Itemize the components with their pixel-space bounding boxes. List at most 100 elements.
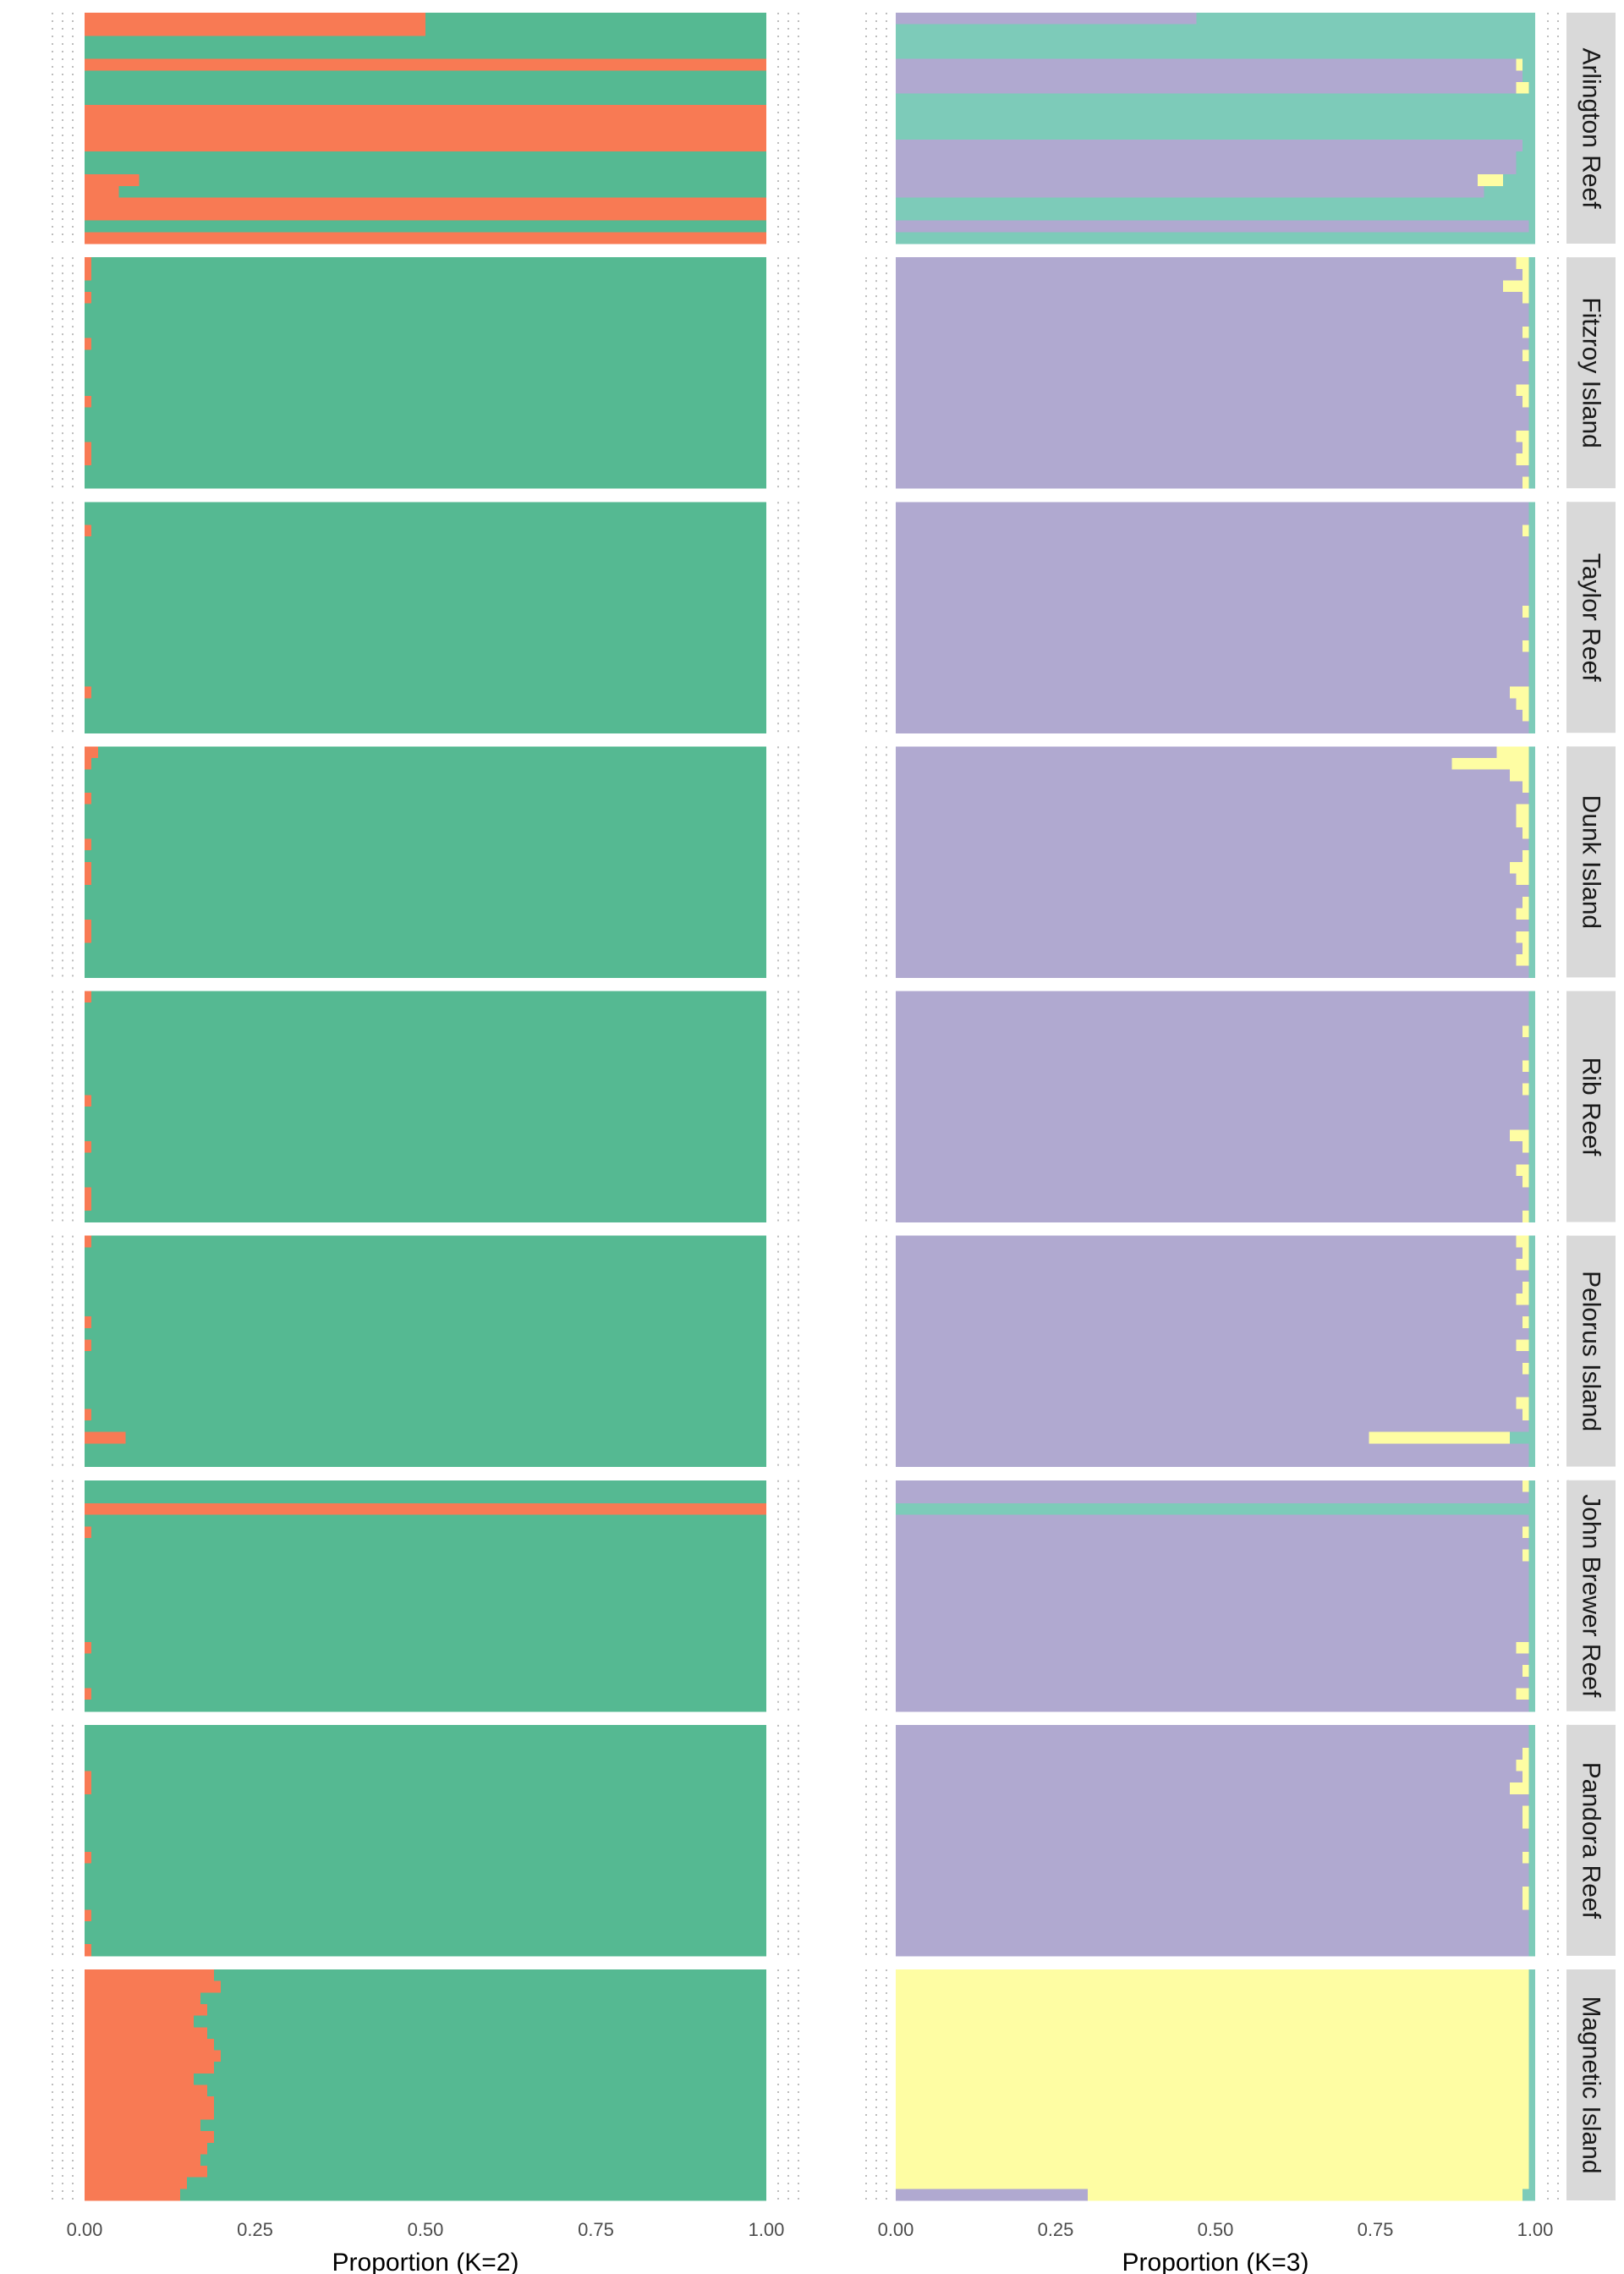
bar-segment [896, 2027, 1529, 2040]
bar-segment [896, 1572, 1529, 1585]
bar-segment [896, 2166, 1529, 2178]
bar-segment [896, 1641, 1517, 1655]
bar-segment [91, 442, 766, 454]
bar-segment [1522, 1060, 1529, 1073]
bar-segment [1528, 1676, 1535, 1689]
bar-segment [896, 1164, 1517, 1177]
bar-segment [85, 991, 92, 1003]
bar-segment [85, 2166, 208, 2178]
bar-segment [1522, 1748, 1529, 1760]
bar-segment [1087, 2189, 1522, 2201]
bar-segment [896, 1305, 1529, 1317]
bar-segment [85, 1653, 766, 1666]
bar-segment [1522, 1316, 1529, 1329]
facet-label: Magnetic Island [1577, 1996, 1605, 2173]
bar-segment [1528, 594, 1535, 607]
bar-segment [85, 1852, 92, 1865]
bar-segment [896, 502, 1529, 514]
bar-segment [1528, 1748, 1535, 1760]
bar-segment [85, 721, 766, 733]
bar-segment [85, 464, 766, 478]
bar-segment [91, 453, 766, 466]
bar-segment [896, 1270, 1529, 1283]
bar-segment [896, 384, 1517, 397]
facet-label: Pandora Reef [1577, 1762, 1605, 1920]
bar-segment [85, 1118, 766, 1130]
bar-segment [1528, 1653, 1535, 1666]
bar-segment [896, 1118, 1529, 1130]
bar-segment [896, 232, 1535, 244]
bar-segment [1528, 1037, 1535, 1050]
bar-segment [1522, 268, 1529, 282]
bar-segment [896, 220, 1529, 233]
bar-segment [896, 1431, 1369, 1444]
bar-segment [85, 1083, 766, 1096]
bar-segment [85, 582, 766, 596]
bar-segment [1522, 1247, 1529, 1260]
x-tick-label: 0.75 [578, 2219, 614, 2240]
bar-segment [896, 1187, 1529, 1200]
facet-strip-john-brewer-reef: John Brewer Reef [1566, 1480, 1616, 1711]
bar-segment [896, 594, 1529, 607]
bar-segment [896, 1327, 1529, 1341]
bar-segment [214, 2096, 766, 2109]
bar-segment [896, 965, 1529, 978]
bar-segment [896, 372, 1529, 385]
bar-segment [1522, 1771, 1529, 1783]
bar-segment [207, 2166, 766, 2178]
bar-segment [1528, 1362, 1535, 1376]
bar-segment [1522, 1526, 1529, 1539]
bar-segment [1528, 698, 1535, 711]
panel-1-pandora-reef [52, 1724, 799, 1957]
bar-segment [1528, 2073, 1535, 2086]
bar-segment [85, 1759, 766, 1772]
bar-segment [1528, 1886, 1535, 1899]
bar-segment [91, 838, 766, 851]
bar-segment [193, 2015, 766, 2028]
bar-segment [896, 804, 1517, 816]
bar-segment [896, 1316, 1522, 1329]
bar-segment [85, 1840, 766, 1853]
bar-segment [85, 162, 766, 175]
bar-segment [1528, 1374, 1535, 1387]
bar-segment [1516, 453, 1529, 466]
x-tick-label: 0.00 [878, 2219, 914, 2240]
bar-segment [85, 1782, 92, 1795]
bar-segment [1528, 2166, 1535, 2178]
bar-segment [1528, 1386, 1535, 1398]
bar-segment [1528, 1327, 1535, 1341]
bar-segment [1522, 349, 1529, 362]
bar-segment [85, 430, 766, 443]
bar-segment [1516, 1397, 1529, 1409]
bar-segment [896, 1258, 1517, 1272]
bar-segment [1516, 804, 1529, 816]
bar-segment [85, 36, 766, 48]
bar-segment [1522, 292, 1529, 305]
bar-segment [85, 1969, 215, 1982]
bar-segment [896, 2084, 1529, 2097]
bar-segment [896, 13, 1197, 25]
bar-segment [896, 1397, 1517, 1409]
bar-segment [896, 209, 1535, 222]
bar-segment [1528, 1164, 1535, 1177]
bar-segment [896, 1199, 1529, 1211]
bar-segment [896, 1980, 1529, 1993]
bar-segment [896, 640, 1522, 653]
bar-segment [1528, 1443, 1535, 1456]
bar-segment [896, 1992, 1529, 2005]
bar-segment [1528, 873, 1535, 886]
bar-segment [896, 349, 1522, 362]
bar-segment [85, 1431, 126, 1444]
bar-segment [896, 292, 1522, 305]
bar-segment [214, 2107, 766, 2121]
bar-segment [1528, 1852, 1535, 1865]
bar-segment [85, 1270, 766, 1283]
bar-segment [1528, 547, 1535, 561]
bar-segment [207, 2142, 766, 2155]
facet-strips: Arlington Reef Fitzroy Island Taylor Reef D… [1566, 13, 1616, 2200]
bar-segment [85, 453, 92, 466]
facet-strip-background [1566, 1480, 1616, 1711]
bar-segment [1528, 629, 1535, 641]
facet-strip-dunk-island: Dunk Island [1566, 746, 1616, 978]
bar-segment [91, 257, 766, 270]
